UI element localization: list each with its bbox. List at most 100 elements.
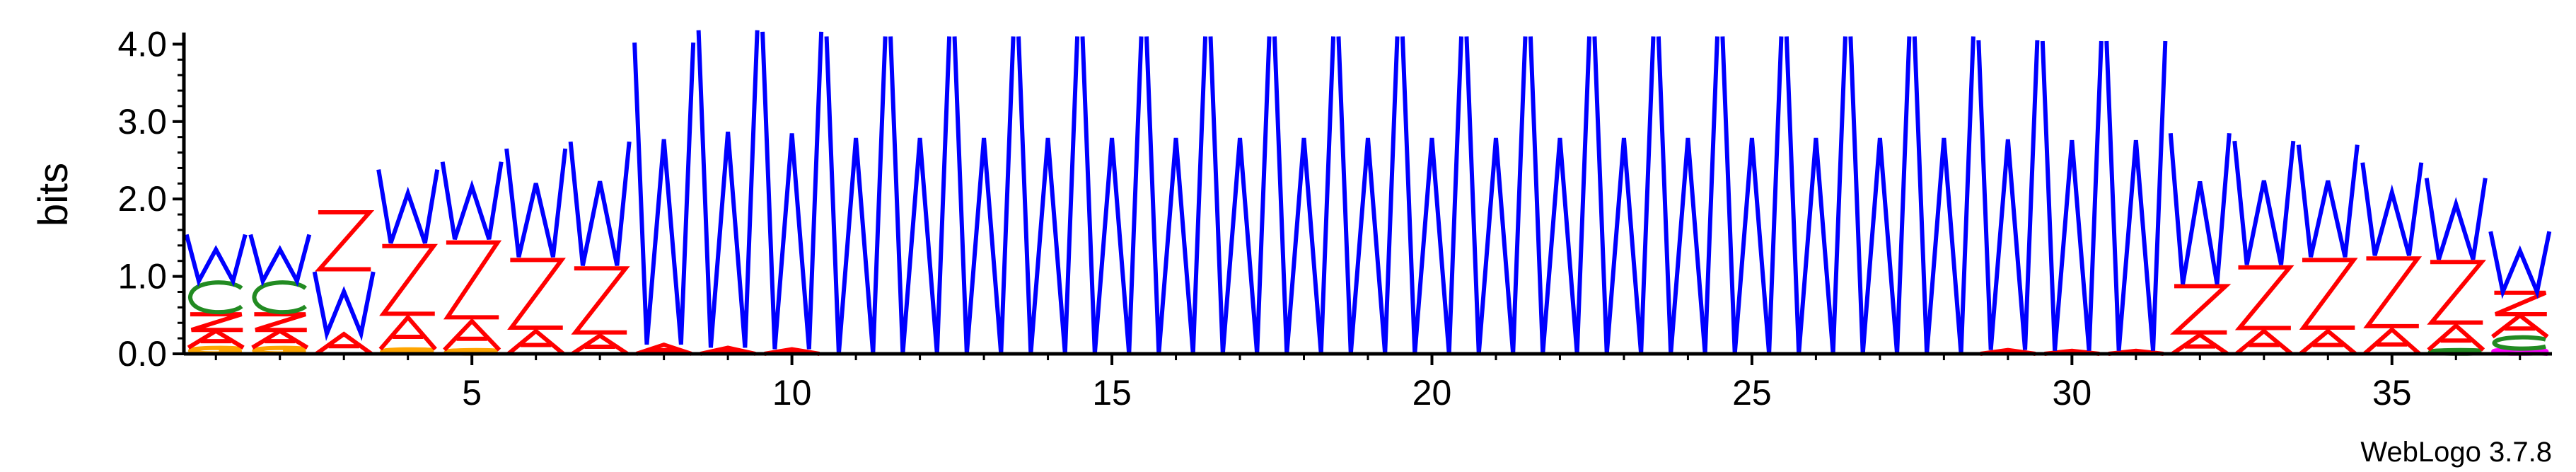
letter-Z-pos-7 — [574, 268, 627, 333]
letter-W-pos-23 — [1594, 36, 1653, 354]
letter-stack-4 — [378, 170, 437, 354]
letter-stack-10 — [762, 32, 821, 354]
x-tick-label: 5 — [462, 373, 482, 413]
letter-stack-30 — [2043, 41, 2101, 354]
letter-Z-pos-2 — [254, 314, 306, 330]
letter-W-pos-36 — [2427, 178, 2485, 260]
letter-W-pos-16 — [1147, 36, 1205, 354]
letter-W-pos-34 — [2299, 145, 2357, 258]
letter-W-pos-17 — [1211, 36, 1270, 354]
letter-W-pos-29 — [1978, 40, 2037, 350]
letter-A-pos-6 — [509, 331, 564, 354]
letter-W-pos-14 — [1019, 36, 1077, 354]
letter-stack-32 — [2171, 133, 2229, 354]
letter-W-pos-1 — [187, 235, 245, 282]
letter-stack-28 — [1915, 36, 1973, 354]
letter-stack-19 — [1338, 36, 1397, 354]
letter-W-pos-4 — [378, 170, 437, 243]
letter-A-pos-35 — [2365, 330, 2420, 354]
x-tick-label: 15 — [1092, 373, 1132, 413]
letter-stack-3 — [315, 212, 373, 354]
letter-stack-11 — [827, 36, 886, 354]
y-tick-label: 1.0 — [117, 257, 167, 297]
letter-W-pos-33 — [2234, 141, 2293, 265]
letter-A-pos-8 — [637, 345, 692, 354]
letter-W-pos-15 — [1083, 36, 1142, 354]
y-ticks: 0.0 1.0 2.0 3.0 4.0 — [117, 24, 184, 374]
letter-stack-8 — [634, 42, 693, 354]
letter-stack-36 — [2427, 178, 2485, 354]
y-tick-label: 3.0 — [117, 102, 167, 142]
letter-W-pos-27 — [1850, 36, 1909, 354]
letter-stack-29 — [1978, 40, 2037, 354]
letter-W-pos-25 — [1722, 36, 1781, 354]
letter-A-pos-33 — [2236, 331, 2292, 354]
letter-stack-5 — [443, 162, 501, 354]
letter-W-pos-11 — [827, 36, 886, 354]
letter-A-pos-9 — [700, 347, 755, 354]
letter-stack-2 — [250, 235, 309, 354]
letter-W-pos-18 — [1275, 36, 1333, 354]
letter-Z-pos-32 — [2174, 286, 2227, 332]
letter-Z-pos-37 — [2494, 293, 2546, 314]
letter-W-pos-35 — [2362, 163, 2421, 255]
letter-W-pos-21 — [1466, 36, 1525, 354]
letter-W-pos-7 — [571, 142, 630, 265]
letter-stack-15 — [1083, 36, 1142, 354]
letter-stack-37 — [2490, 231, 2549, 354]
letter-Z-pos-34 — [2302, 260, 2355, 328]
letter-W-pos-6 — [506, 149, 565, 257]
letter-stack-22 — [1531, 36, 1589, 354]
x-tick-label: 35 — [2372, 373, 2412, 413]
letter-W-pos-10 — [762, 32, 821, 350]
letter-stack-18 — [1275, 36, 1333, 354]
letter-stack-26 — [1787, 36, 1845, 354]
letter-W-pos-22 — [1531, 36, 1589, 354]
letter-Z-pos-6 — [510, 260, 562, 328]
letter-stack-13 — [955, 36, 1014, 354]
letter-stack-6 — [506, 149, 565, 354]
letter-stack-16 — [1147, 36, 1205, 354]
letter-W-pos-31 — [2106, 41, 2165, 351]
letter-Z-pos-5 — [446, 243, 499, 318]
letter-Z-pos-35 — [2366, 258, 2418, 326]
letter-stack-27 — [1850, 36, 1909, 354]
weblogo-footer: WebLogo 3.7.8 — [2360, 437, 2552, 468]
letter-Z-pos-1 — [190, 314, 243, 330]
x-tick-label: 20 — [1412, 373, 1452, 413]
letter-W-pos-26 — [1787, 36, 1845, 354]
letter-stacks — [187, 30, 2550, 354]
letter-stack-24 — [1659, 36, 1717, 354]
letter-stack-20 — [1403, 36, 1461, 354]
letter-W-pos-28 — [1915, 36, 1973, 354]
letter-A-pos-37 — [2493, 316, 2548, 337]
letter-A-pos-4 — [381, 317, 436, 349]
letter-A-pos-32 — [2172, 335, 2227, 354]
letter-stack-1 — [187, 235, 245, 354]
letter-W-pos-19 — [1338, 36, 1397, 354]
letter-stack-21 — [1466, 36, 1525, 354]
letter-stack-34 — [2299, 145, 2357, 354]
x-ticks: 5 10 15 20 25 30 35 — [214, 354, 2522, 413]
letter-C-pos-1 — [190, 282, 242, 312]
letter-stack-17 — [1211, 36, 1270, 354]
letter-W-pos-2 — [250, 235, 309, 282]
letter-A-pos-7 — [572, 335, 627, 354]
letter-W-pos-5 — [443, 162, 501, 239]
letter-W-pos-32 — [2171, 133, 2229, 284]
letter-A-pos-3 — [316, 334, 371, 354]
letter-W-pos-12 — [890, 36, 949, 354]
y-tick-label: 0.0 — [117, 334, 167, 374]
letter-Z-pos-3 — [318, 212, 371, 270]
y-tick-label: 2.0 — [117, 179, 167, 219]
letter-stack-9 — [699, 30, 758, 354]
letter-W-pos-20 — [1403, 36, 1461, 354]
letter-C-pos-2 — [254, 282, 306, 312]
x-tick-label: 25 — [1732, 373, 1772, 413]
letter-W-pos-30 — [2043, 41, 2101, 351]
letter-stack-14 — [1019, 36, 1077, 354]
letter-stack-35 — [2362, 163, 2421, 354]
letter-stack-33 — [2234, 141, 2293, 354]
letter-A-pos-34 — [2300, 331, 2355, 354]
